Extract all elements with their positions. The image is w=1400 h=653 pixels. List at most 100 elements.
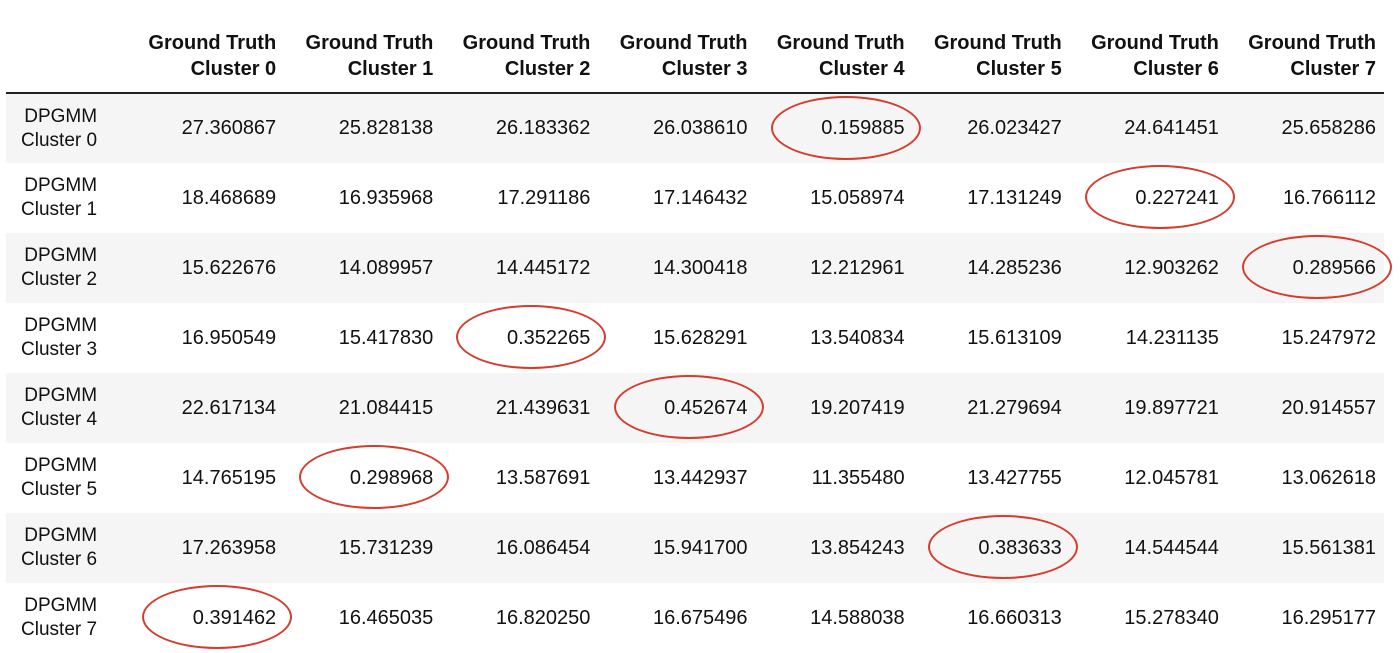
column-header-cluster: Cluster 5 (976, 58, 1062, 80)
cell-value: 25.828138 (338, 117, 434, 139)
table-cell: 21.279694 (913, 373, 1070, 443)
cell-value: 15.561381 (1281, 536, 1376, 559)
cell-value: 0.383633 (978, 536, 1062, 559)
table-cell: 13.442937 (598, 443, 755, 513)
table-cell: 15.058974 (756, 163, 913, 233)
table-cell: 15.247972 (1227, 303, 1384, 373)
cell-value: 13.427755 (967, 466, 1062, 489)
table-row: DPGMM Cluster 3 16.950549 15.417830 0.352265… (6, 303, 1384, 373)
table-cell: 16.820250 (441, 583, 598, 653)
table-cell: 0.383633 (913, 513, 1078, 583)
table-cell: 26.038610 (598, 93, 755, 163)
table-cell: 14.445172 (441, 233, 598, 303)
table-cell: 16.465035 (284, 583, 441, 653)
cell-value: 16.950549 (181, 326, 277, 349)
table-cell: 0.289566 (1227, 233, 1392, 303)
table-cell: 13.587691 (441, 443, 598, 513)
row-header-label: DPGMM (24, 105, 98, 127)
table-cell: 22.617134 (127, 373, 284, 443)
table-cell: 13.427755 (913, 443, 1070, 513)
table-cell: 26.023427 (913, 93, 1070, 163)
cell-value: 17.291186 (497, 186, 591, 209)
table-cell: 15.941700 (598, 513, 755, 583)
cell-value: 25.658286 (1281, 117, 1376, 139)
row-header-cluster: Cluster 4 (21, 409, 98, 430)
table-cell: 16.766112 (1227, 163, 1384, 233)
table-cell: 14.544544 (1070, 513, 1227, 583)
row-header-label: DPGMM (24, 315, 98, 336)
column-header-label: Ground Truth (1091, 32, 1219, 54)
table-cell: 11.355480 (756, 443, 913, 513)
table-cell: 15.731239 (284, 513, 441, 583)
cell-value: 15.941700 (652, 536, 748, 559)
table-cell: 21.439631 (441, 373, 598, 443)
cell-value: 24.641451 (1124, 117, 1219, 139)
table-cell: 12.045781 (1070, 443, 1227, 513)
row-header: DPGMM Cluster 6 (6, 513, 127, 583)
table-cell: 15.613109 (913, 303, 1070, 373)
cell-value: 0.289566 (1292, 256, 1376, 279)
table-cell: 15.278340 (1070, 583, 1227, 653)
cell-value: 16.295177 (1281, 606, 1376, 629)
cell-value: 11.355480 (811, 466, 905, 489)
table-cell: 21.084415 (284, 373, 441, 443)
cell-value: 0.352265 (506, 326, 591, 349)
cell-value: 26.038610 (652, 117, 748, 139)
cell-value: 19.207419 (810, 396, 905, 419)
column-header: Ground Truth Cluster 3 (598, 0, 756, 94)
table-cell: 25.828138 (284, 93, 441, 163)
cell-value: 0.159885 (821, 117, 905, 139)
cell-value: 14.588038 (810, 606, 905, 629)
cell-value: 19.897721 (1124, 396, 1219, 419)
row-header: DPGMM Cluster 5 (6, 443, 127, 513)
column-header: Ground Truth Cluster 4 (755, 0, 913, 94)
row-header-cluster: Cluster 7 (21, 619, 98, 640)
cell-value: 26.023427 (967, 117, 1062, 139)
row-header-label: DPGMM (24, 455, 98, 476)
column-header-label: Ground Truth (1248, 32, 1376, 54)
column-header-label: Ground Truth (776, 32, 905, 54)
cell-value: 13.062618 (1281, 466, 1376, 489)
table-row: DPGMM Cluster 5 14.765195 0.298968 13.587691… (6, 443, 1384, 513)
table-cell: 17.131249 (913, 163, 1070, 233)
row-header: DPGMM Cluster 1 (6, 163, 127, 233)
table-cell: 13.062618 (1227, 443, 1384, 513)
column-header: Ground Truth Cluster 0 (127, 0, 285, 94)
column-header-label: Ground Truth (305, 32, 434, 54)
cell-value: 18.468689 (181, 186, 277, 209)
cell-value: 12.045781 (1124, 466, 1219, 489)
table-cell: 14.765195 (127, 443, 284, 513)
table-row: DPGMM Cluster 7 0.391462 16.465035 16.820250… (6, 583, 1384, 653)
cell-value: 13.540834 (810, 326, 905, 349)
cell-value: 16.766112 (1282, 186, 1376, 209)
table-cell: 15.417830 (284, 303, 441, 373)
table-cell: 17.263958 (127, 513, 284, 583)
cell-value: 16.820250 (495, 606, 591, 629)
table-cell: 0.391462 (127, 583, 293, 653)
table-cell: 16.950549 (127, 303, 284, 373)
cell-value: 21.084415 (338, 396, 434, 419)
cell-value: 21.279694 (967, 396, 1062, 419)
column-header: Ground Truth Cluster 2 (441, 0, 599, 94)
table-cell: 14.300418 (598, 233, 755, 303)
cell-value: 13.442937 (652, 466, 748, 489)
cell-value: 12.212961 (810, 256, 905, 279)
table-cell: 20.914557 (1227, 373, 1384, 443)
cell-value: 14.765195 (181, 466, 277, 489)
table-cell: 16.660313 (913, 583, 1070, 653)
cell-value: 17.146432 (652, 186, 748, 209)
cell-value: 16.660313 (967, 606, 1062, 629)
cell-value: 15.628291 (652, 326, 748, 349)
table-cell: 17.291186 (441, 163, 598, 233)
column-header-label: Ground Truth (619, 32, 748, 54)
cell-value: 16.935968 (338, 186, 434, 209)
column-header-label: Ground Truth (933, 32, 1062, 54)
row-header: DPGMM Cluster 3 (6, 303, 127, 373)
table-cell: 19.207419 (756, 373, 913, 443)
column-header-cluster: Cluster 0 (190, 58, 277, 80)
table-cell: 26.183362 (441, 93, 598, 163)
cell-value: 15.247972 (1281, 326, 1376, 349)
row-header-cluster: Cluster 5 (21, 479, 98, 500)
cell-value: 14.285236 (967, 256, 1062, 279)
cell-value: 0.298968 (349, 466, 434, 489)
